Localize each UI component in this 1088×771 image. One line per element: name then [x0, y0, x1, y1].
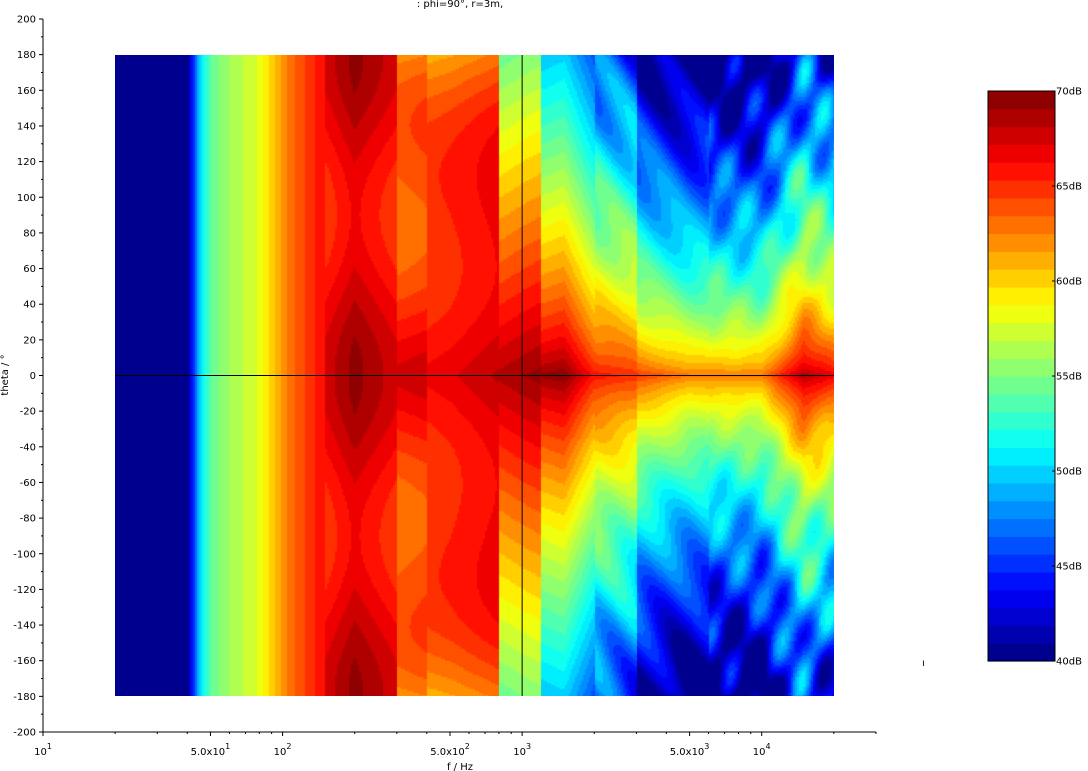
y-tick-label: 180 — [17, 50, 36, 61]
stray-mark: ı — [922, 658, 925, 669]
y-tick-label: -40 — [20, 442, 36, 453]
x-tick-label: 5.0x101 — [191, 742, 231, 758]
colorbar-segment — [988, 286, 1055, 306]
colorbar-segment — [988, 500, 1055, 520]
colorbar-segment — [988, 322, 1055, 341]
y-tick-label: -20 — [20, 407, 36, 418]
colorbar-segment — [988, 625, 1055, 644]
colorbar-segment — [988, 518, 1055, 537]
colorbar-segment — [988, 571, 1055, 591]
colorbar-segment — [988, 180, 1055, 199]
y-tick-label: -60 — [20, 478, 36, 489]
y-tick-label: 60 — [23, 264, 36, 275]
colorbar-label: 65dB — [1056, 182, 1082, 193]
x-tick-label: 5.0x102 — [430, 742, 470, 758]
colorbar-segment — [988, 447, 1055, 466]
colorbar-segment — [988, 144, 1055, 163]
y-tick-label: -160 — [13, 656, 36, 667]
colorbar-segment — [988, 108, 1055, 128]
colorbar-segment — [988, 482, 1055, 502]
y-tick-label: 40 — [23, 300, 36, 311]
y-tick-label: -180 — [13, 692, 36, 703]
colorbar-segment — [988, 411, 1055, 431]
colorbar-segment — [988, 554, 1055, 573]
colorbar-segment — [988, 358, 1055, 377]
y-tick-label: 0 — [30, 371, 36, 382]
colorbar-segment — [988, 233, 1055, 252]
x-tick-label: 101 — [34, 742, 52, 758]
colorbar-segment — [988, 643, 1055, 662]
y-tick-label: -200 — [13, 728, 36, 739]
colorbar-label: 40dB — [1056, 657, 1082, 668]
colorbar-segment — [988, 607, 1055, 626]
y-tick-label: 160 — [17, 86, 36, 97]
y-tick-label: 20 — [23, 335, 36, 346]
x-axis-ticks: 101 5.0x101 102 5.0x102 103 5.0x103 104 — [34, 732, 877, 758]
colorbar-segment — [988, 376, 1055, 395]
x-tick-label: 5.0x103 — [670, 742, 710, 758]
colorbar-segment — [988, 162, 1055, 181]
x-tick-label: 104 — [753, 742, 771, 758]
colorbar-segment — [988, 251, 1055, 270]
colorbar-label: 60dB — [1056, 277, 1082, 288]
colorbar-segment — [988, 589, 1055, 609]
x-axis-label: f / Hz — [447, 762, 473, 771]
colorbar-label: 70dB — [1056, 87, 1082, 98]
colorbar-label: 45dB — [1056, 562, 1082, 573]
y-tick-label: -80 — [20, 514, 36, 525]
colorbar-segment — [988, 536, 1055, 555]
colorbar-segment — [988, 304, 1055, 324]
crosshair-lines — [115, 55, 834, 696]
colorbar-segment — [988, 91, 1055, 110]
y-tick-label: 100 — [17, 193, 36, 204]
colorbar-label: 55dB — [1056, 372, 1082, 383]
colorbar-segment — [988, 126, 1055, 146]
y-tick-label: -120 — [13, 585, 36, 596]
colorbar-segment — [988, 215, 1055, 235]
y-tick-label: -100 — [13, 549, 36, 560]
colorbar-segment — [988, 393, 1055, 413]
x-tick-label: 103 — [513, 742, 531, 758]
colorbar-label: 50dB — [1056, 467, 1082, 478]
x-tick-label: 102 — [274, 742, 292, 758]
y-tick-label: 120 — [17, 157, 36, 168]
colorbar: 70dB 65dB 60dB 55dB 50dB 45dB 40dB — [987, 87, 1082, 668]
chart-title: : phi=90°, r=3m, — [417, 0, 503, 10]
y-axis-ticks: -200-180-160-140-120-100-80-60-40-200204… — [13, 15, 43, 739]
colorbar-segment — [988, 197, 1055, 217]
colorbar-segment — [988, 429, 1055, 448]
y-tick-label: 80 — [23, 228, 36, 239]
y-axis-label: theta / ° — [0, 354, 11, 395]
y-tick-label: 200 — [17, 15, 36, 26]
y-tick-label: -140 — [13, 621, 36, 632]
colorbar-segment — [988, 465, 1055, 484]
y-tick-label: 140 — [17, 121, 36, 132]
colorbar-segment — [988, 269, 1055, 288]
colorbar-segment — [988, 340, 1055, 359]
